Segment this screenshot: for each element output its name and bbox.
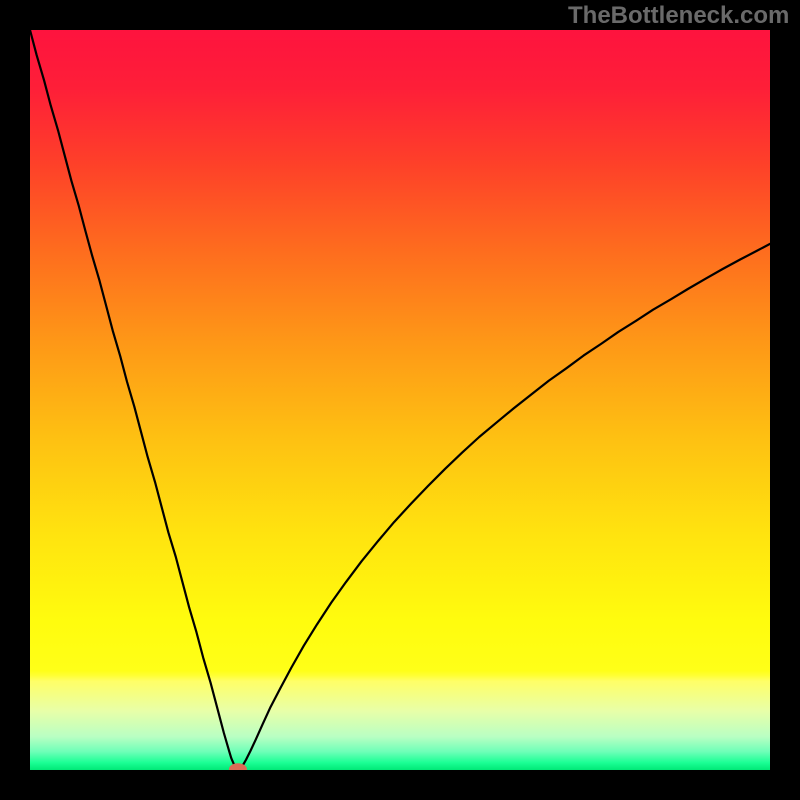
watermark-text: TheBottleneck.com — [568, 2, 789, 30]
chart-background — [30, 30, 770, 770]
gradient-chart — [30, 30, 770, 770]
